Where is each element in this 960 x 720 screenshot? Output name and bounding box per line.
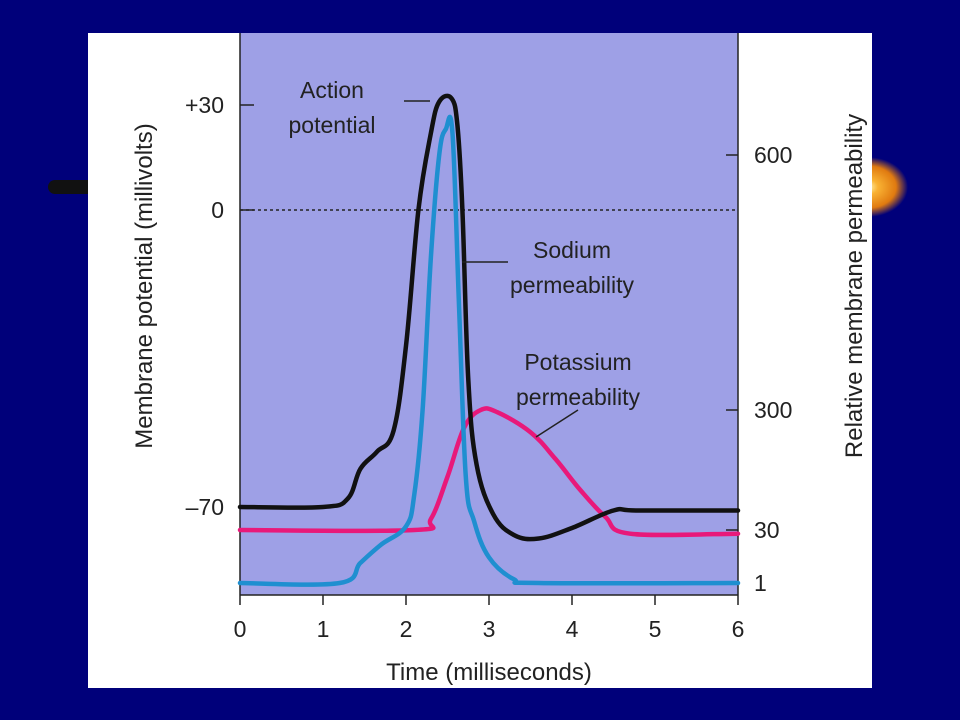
y-axis-right-label: Relative membrane permeability	[841, 114, 868, 458]
x-tick-label: 1	[317, 616, 330, 642]
action-potential-line	[237, 93, 741, 542]
y-right-tick-label: 30	[754, 517, 780, 543]
y-right-tick-label: 1	[754, 570, 767, 596]
x-tick-label: 6	[732, 616, 745, 642]
y-left-tick-label: –70	[186, 494, 224, 520]
x-tick-label: 3	[483, 616, 496, 642]
sodium-permeability-line	[237, 114, 741, 587]
potassium-permeability-label: Potassium permeability	[516, 349, 640, 410]
label-leader-line	[535, 409, 579, 438]
y-right-tick-label: 600	[754, 142, 792, 168]
x-tick-label: 0	[234, 616, 247, 642]
potassium-permeability-line	[237, 406, 741, 538]
action-potential-label: Action potential	[289, 77, 376, 138]
x-axis-label: Time (milliseconds)	[386, 659, 592, 686]
x-tick-label: 5	[649, 616, 662, 642]
decorative-bar	[48, 180, 98, 194]
y-left-tick-label: +30	[185, 92, 224, 118]
y-right-tick-label: 300	[754, 397, 792, 423]
y-axis-left-label: Membrane potential (millivolts)	[131, 123, 158, 448]
y-left-tick-label: 0	[211, 197, 224, 223]
x-tick-label: 4	[566, 616, 579, 642]
sodium-permeability-label: Sodium permeability	[510, 237, 634, 298]
x-tick-label: 2	[400, 616, 413, 642]
